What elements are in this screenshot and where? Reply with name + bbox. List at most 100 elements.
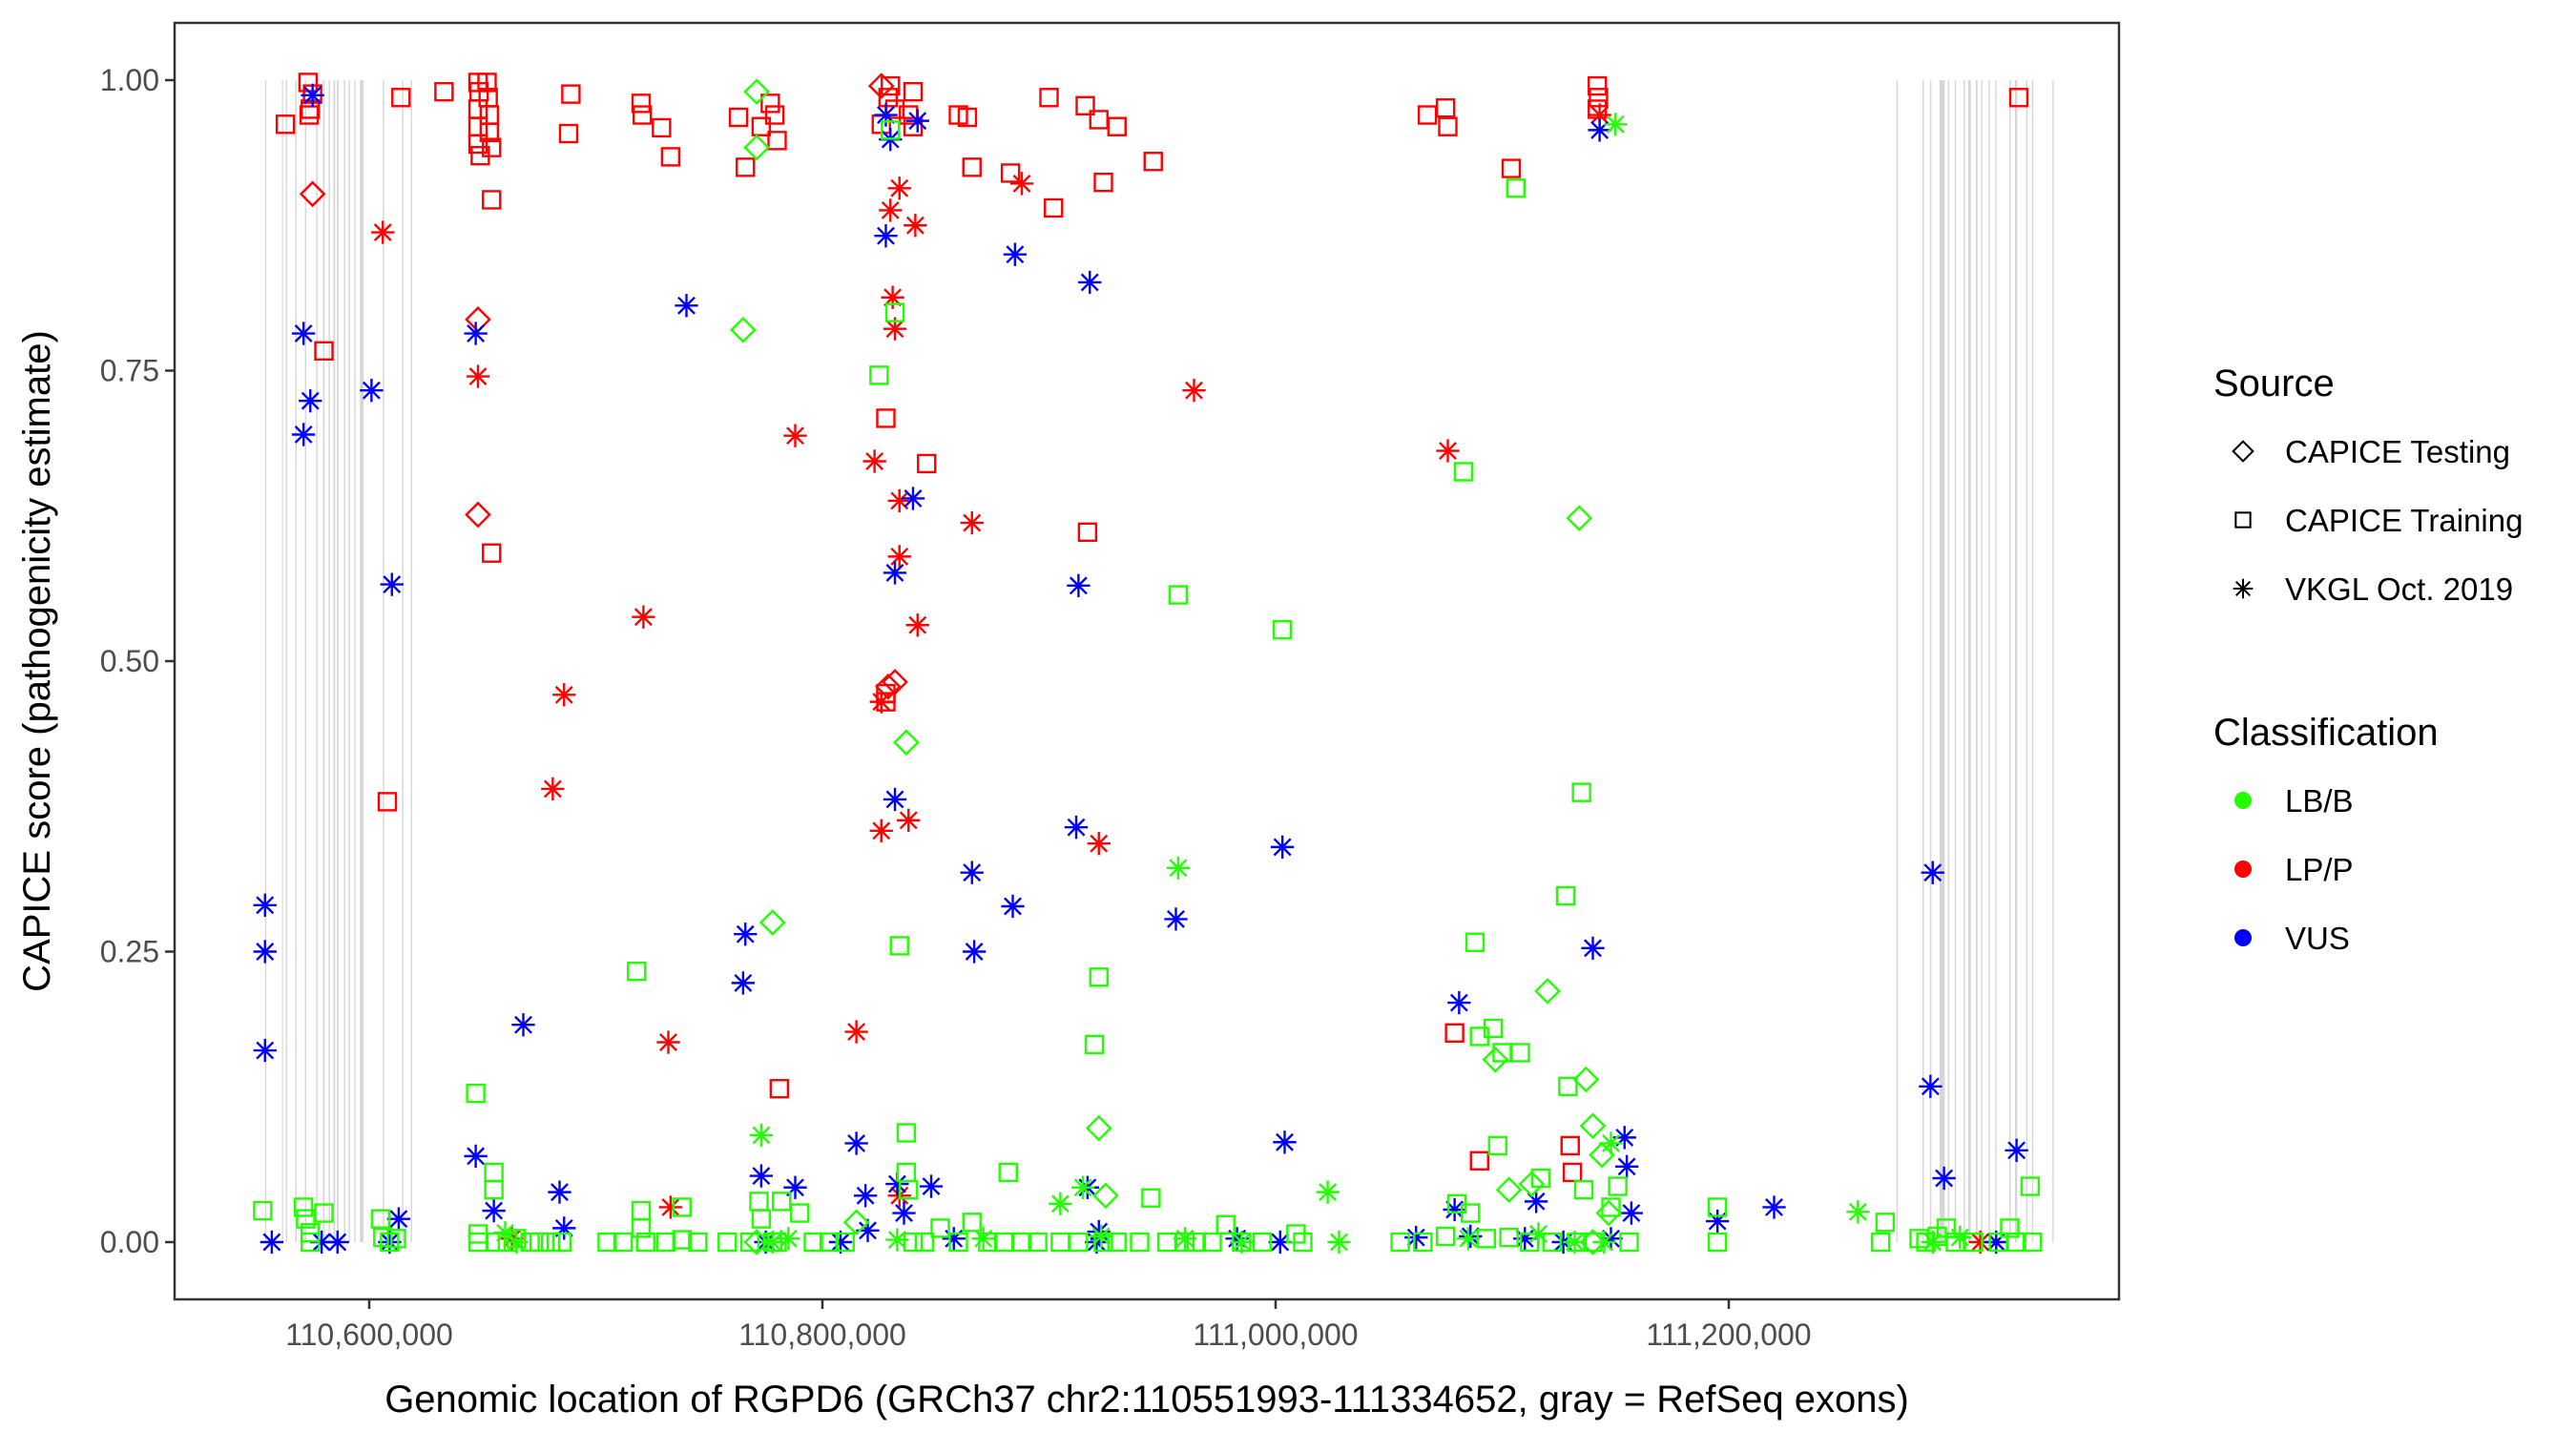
square-point — [1435, 98, 1456, 118]
asterisk-point — [1456, 1227, 1481, 1251]
square-point — [1413, 1232, 1433, 1253]
exon-line — [1922, 80, 1924, 1242]
square-point — [769, 1079, 790, 1099]
exon-line — [2009, 80, 2011, 1242]
asterisk-point — [1009, 172, 1034, 196]
asterisk-point — [749, 1123, 774, 1148]
square-point — [479, 122, 500, 143]
square-point — [1707, 1232, 1728, 1253]
asterisk-point — [1527, 1222, 1550, 1246]
square-point — [884, 302, 905, 322]
asterisk-point — [1166, 856, 1191, 880]
square-point — [1107, 116, 1127, 136]
square-point — [903, 81, 924, 102]
square-point — [1143, 152, 1163, 172]
square-point — [672, 1197, 692, 1217]
square-point — [1252, 1232, 1272, 1253]
square-point — [930, 1218, 950, 1238]
asterisk-point — [1921, 1230, 1944, 1255]
asterisk-point — [291, 321, 316, 345]
asterisk-point — [552, 683, 576, 707]
square-point — [370, 1209, 391, 1229]
square-point — [728, 107, 749, 128]
square-point — [391, 88, 411, 108]
square-point — [477, 73, 497, 93]
x-tick-label: 111,000,000 — [1193, 1317, 1358, 1352]
asterisk-point — [675, 294, 698, 318]
asterisk-point — [482, 1198, 506, 1223]
square-point — [627, 962, 647, 982]
square-point — [790, 1203, 810, 1223]
square-point — [467, 116, 488, 136]
asterisk-point — [1164, 907, 1188, 931]
asterisk-point — [1921, 861, 1944, 884]
diamond-point — [1482, 1046, 1509, 1073]
square-point — [1044, 197, 1064, 218]
asterisk-point — [464, 1144, 488, 1169]
asterisk-point — [885, 1228, 909, 1252]
square-point — [1510, 1043, 1530, 1063]
square-point — [1417, 105, 1438, 125]
square-point — [1619, 1232, 1639, 1253]
square-point — [1506, 178, 1526, 198]
y-tick-label: 0.75 — [100, 354, 159, 388]
asterisk-point — [1270, 835, 1295, 860]
asterisk-point — [844, 1020, 868, 1044]
square-point — [717, 1232, 737, 1253]
square-point — [1492, 1043, 1512, 1063]
asterisk-point — [760, 1230, 784, 1255]
diamond-point — [299, 180, 326, 208]
square-point — [1156, 1232, 1177, 1253]
square-point — [1542, 1232, 1562, 1253]
square-point — [1168, 585, 1189, 605]
asterisk-point — [844, 1131, 868, 1155]
square-point — [1558, 1076, 1578, 1096]
asterisk-point — [734, 923, 758, 946]
square-point — [1608, 1176, 1628, 1196]
exon-line — [1988, 80, 1990, 1242]
exon-line — [285, 80, 288, 1242]
diamond-point — [1085, 1114, 1112, 1142]
square-point — [558, 123, 579, 144]
exon-line — [1981, 80, 1983, 1242]
asterisk-point — [1182, 379, 1206, 403]
square-point — [1562, 1162, 1583, 1183]
asterisk-point — [885, 1172, 909, 1196]
asterisk-point — [919, 1174, 944, 1198]
square-point — [1499, 1227, 1519, 1248]
asterisk-point — [887, 545, 911, 569]
square-point — [1141, 1188, 1161, 1208]
legend-item: CAPICE Training — [2234, 503, 2523, 538]
asterisk-point — [253, 893, 277, 917]
legend-item: LP/P — [2234, 852, 2354, 887]
square-point — [764, 105, 785, 125]
asterisk-point — [883, 787, 907, 812]
asterisk-point — [548, 1180, 571, 1204]
legend-key-dot — [2234, 929, 2252, 946]
asterisk-point — [960, 510, 984, 535]
square-point — [878, 88, 899, 108]
diamond-point — [743, 134, 770, 161]
asterisk-point — [1919, 1074, 1942, 1098]
exon-line — [2052, 80, 2054, 1242]
asterisk-point — [962, 940, 987, 964]
asterisk-point — [1316, 1180, 1340, 1204]
asterisk-point — [1846, 1200, 1870, 1224]
square-point — [1390, 1232, 1410, 1253]
legend-label: VKGL Oct. 2019 — [2285, 571, 2513, 607]
asterisk-point — [253, 940, 277, 964]
square-point — [1875, 1213, 1896, 1233]
exon-line — [1929, 80, 1932, 1242]
square-point — [1438, 116, 1458, 136]
square-point — [1444, 1023, 1465, 1043]
square-point — [962, 1213, 982, 1233]
legend-key-dot — [2234, 792, 2252, 809]
exon-line — [348, 80, 350, 1242]
asterisk-point — [505, 1230, 529, 1255]
asterisk-point — [541, 777, 565, 801]
asterisk-point — [656, 1030, 680, 1054]
diamond-point — [1579, 1112, 1607, 1140]
square-point — [314, 341, 334, 361]
y-axis: 0.00 0.25 0.50 0.75 1.00 — [100, 63, 175, 1259]
y-tick-label: 0.00 — [100, 1225, 159, 1259]
